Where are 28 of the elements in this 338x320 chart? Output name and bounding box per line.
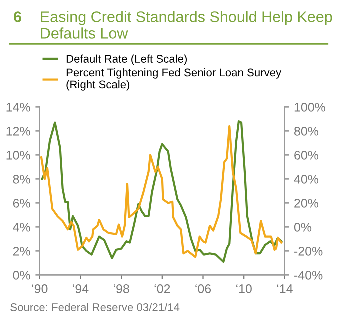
y-tick-label: 10% [6,151,30,160]
x-tick-label: ‘90 [32,284,48,294]
x-tick-label: ‘10 [236,284,252,294]
x-tick-label: ‘14 [277,284,293,294]
x-tick-label: ‘94 [73,284,89,294]
x-tick-label: ‘02 [154,284,170,294]
y2-tick-label: 0% [294,223,312,232]
y2-tick-label: -40% [294,271,323,280]
text: 6 [14,12,22,22]
y-tick-label: 0% [13,271,30,280]
y2-tick-label: 60% [294,151,319,160]
y-tick-label: 14% [6,103,30,112]
y-tick-label: 6% [13,199,30,208]
source-note: Source: Federal Reserve 03/21/14 [10,303,180,312]
x-tick-label: ‘06 [196,284,212,294]
y2-tick-label: 20% [294,199,319,208]
x-tick-label: ‘98 [114,284,130,294]
y2-tick-label: -20% [294,247,323,256]
y-tick-label: 12% [6,127,30,136]
y2-tick-label: 40% [294,175,319,184]
y-tick-label: 8% [13,175,30,184]
y2-tick-label: 100% [294,103,326,112]
y-tick-label: 4% [13,223,30,232]
legend-label: Default Rate (Left Scale) [66,54,187,66]
y-tick-label: 2% [13,247,30,256]
y2-tick-label: 80% [294,127,319,136]
legend-label: Percent Tightening Fed Senior Loan Survey (Right Scale) [66,68,282,91]
chart-title: Easing Credit Standards Should Help Keep Defaults Low [41,11,332,39]
